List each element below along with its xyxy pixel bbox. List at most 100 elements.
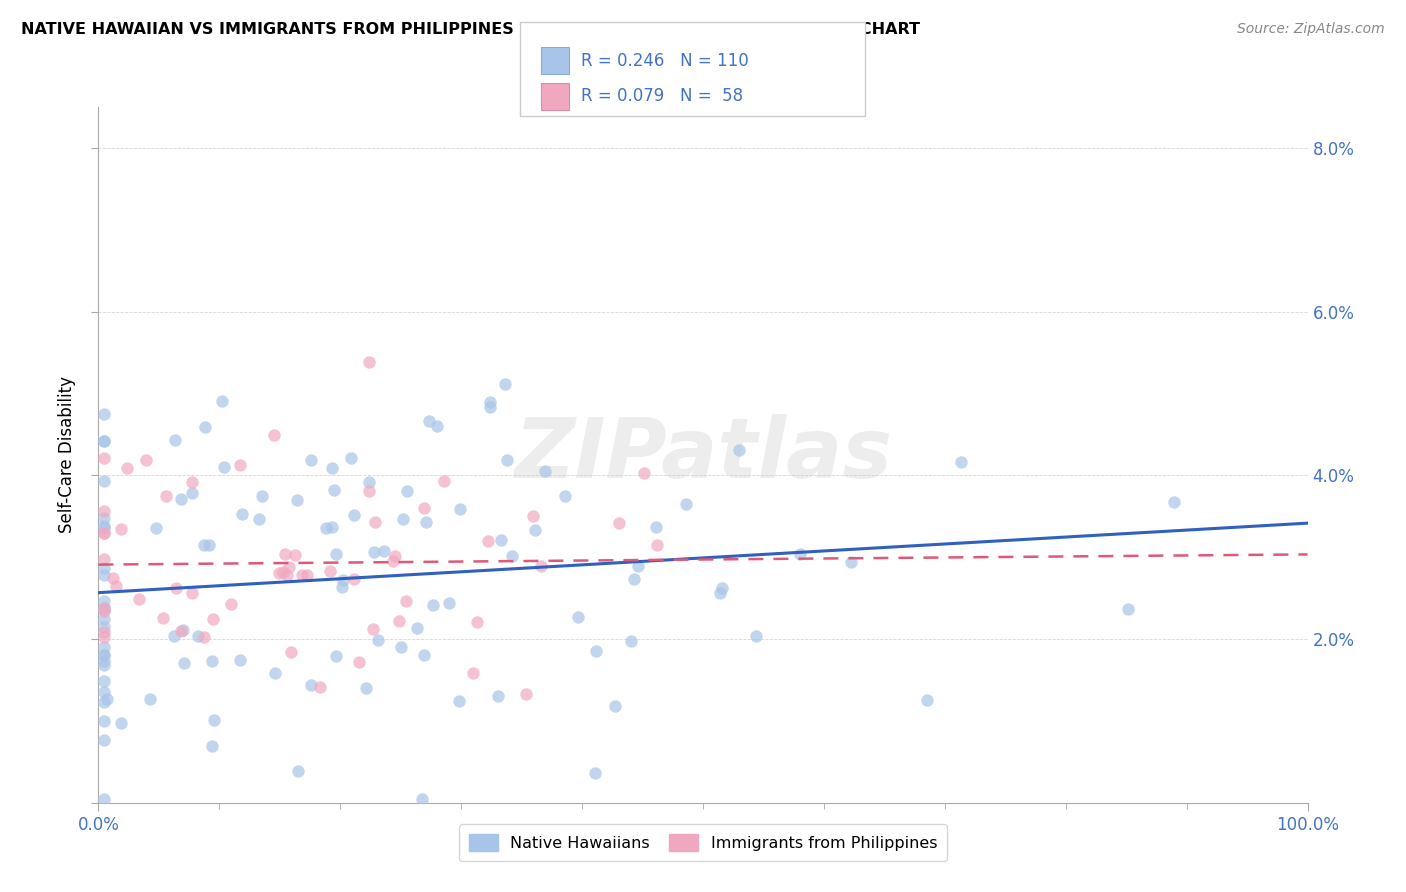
Point — [187, 629, 209, 643]
Point — [93, 733, 115, 747]
Text: ZIPatlas: ZIPatlas — [515, 415, 891, 495]
Point — [494, 376, 516, 391]
Point — [181, 485, 204, 500]
Point — [285, 492, 308, 507]
Point — [93, 648, 115, 663]
Point — [709, 586, 731, 600]
Point — [202, 612, 225, 626]
Point — [273, 566, 295, 580]
Point — [373, 544, 395, 558]
Point — [299, 678, 322, 692]
Point — [93, 673, 115, 688]
Point — [354, 681, 377, 696]
Point — [412, 501, 434, 516]
Point — [93, 474, 115, 488]
Point — [349, 655, 371, 669]
Point — [247, 511, 270, 525]
Point — [309, 680, 332, 694]
Point — [229, 653, 252, 667]
Point — [620, 634, 643, 648]
Point — [321, 461, 343, 475]
Point — [211, 393, 233, 408]
Point — [479, 395, 502, 409]
Point — [115, 460, 138, 475]
Point — [412, 648, 434, 663]
Point — [93, 648, 115, 662]
Point — [145, 521, 167, 535]
Point — [193, 631, 215, 645]
Point — [93, 685, 115, 699]
Point — [287, 764, 309, 779]
Point — [361, 622, 384, 636]
Point — [567, 610, 589, 624]
Point — [395, 593, 418, 607]
Point — [583, 766, 606, 780]
Point — [221, 597, 243, 611]
Point — [181, 475, 204, 490]
Point — [839, 555, 862, 569]
Point — [415, 515, 437, 529]
Point — [392, 512, 415, 526]
Point — [152, 611, 174, 625]
Point — [93, 791, 115, 805]
Point — [395, 484, 418, 499]
Point — [426, 419, 449, 434]
Point — [297, 568, 319, 582]
Point — [93, 451, 115, 466]
Point — [645, 520, 668, 534]
Point — [250, 489, 273, 503]
Point — [359, 483, 381, 498]
Point — [96, 691, 118, 706]
Point — [449, 693, 471, 707]
Point — [949, 455, 972, 469]
Point — [585, 643, 607, 657]
Point — [515, 687, 537, 701]
Point — [93, 434, 115, 449]
Point — [710, 581, 733, 595]
Point — [495, 452, 517, 467]
Text: Source: ZipAtlas.com: Source: ZipAtlas.com — [1237, 22, 1385, 37]
Point — [315, 521, 337, 535]
Point — [915, 693, 938, 707]
Point — [411, 791, 433, 805]
Point — [501, 549, 523, 563]
Point — [93, 519, 115, 533]
Point — [406, 621, 429, 635]
Point — [609, 516, 631, 530]
Point — [93, 552, 115, 566]
Point — [449, 502, 471, 516]
Point — [359, 355, 381, 369]
Point — [389, 640, 412, 654]
Point — [1163, 495, 1185, 509]
Point — [163, 629, 186, 643]
Point — [675, 497, 697, 511]
Point — [332, 573, 354, 587]
Point — [93, 521, 115, 535]
Point — [93, 640, 115, 654]
Point — [284, 548, 307, 562]
Point — [93, 526, 115, 541]
Point — [321, 520, 343, 534]
Point — [93, 434, 115, 448]
Point — [486, 690, 509, 704]
Point — [343, 572, 366, 586]
Point — [533, 464, 555, 478]
Point — [93, 612, 115, 626]
Point — [201, 739, 224, 753]
Point — [93, 654, 115, 668]
Point — [357, 475, 380, 489]
Point — [477, 533, 499, 548]
Point — [101, 571, 124, 585]
Point — [110, 716, 132, 731]
Point — [263, 666, 285, 681]
Point — [93, 604, 115, 618]
Point — [269, 566, 291, 580]
Point — [173, 656, 195, 670]
Point — [105, 579, 128, 593]
Point — [633, 467, 655, 481]
Point — [181, 586, 204, 600]
Point — [437, 596, 460, 610]
Point — [489, 533, 512, 547]
Point — [197, 538, 219, 552]
Point — [93, 600, 115, 615]
